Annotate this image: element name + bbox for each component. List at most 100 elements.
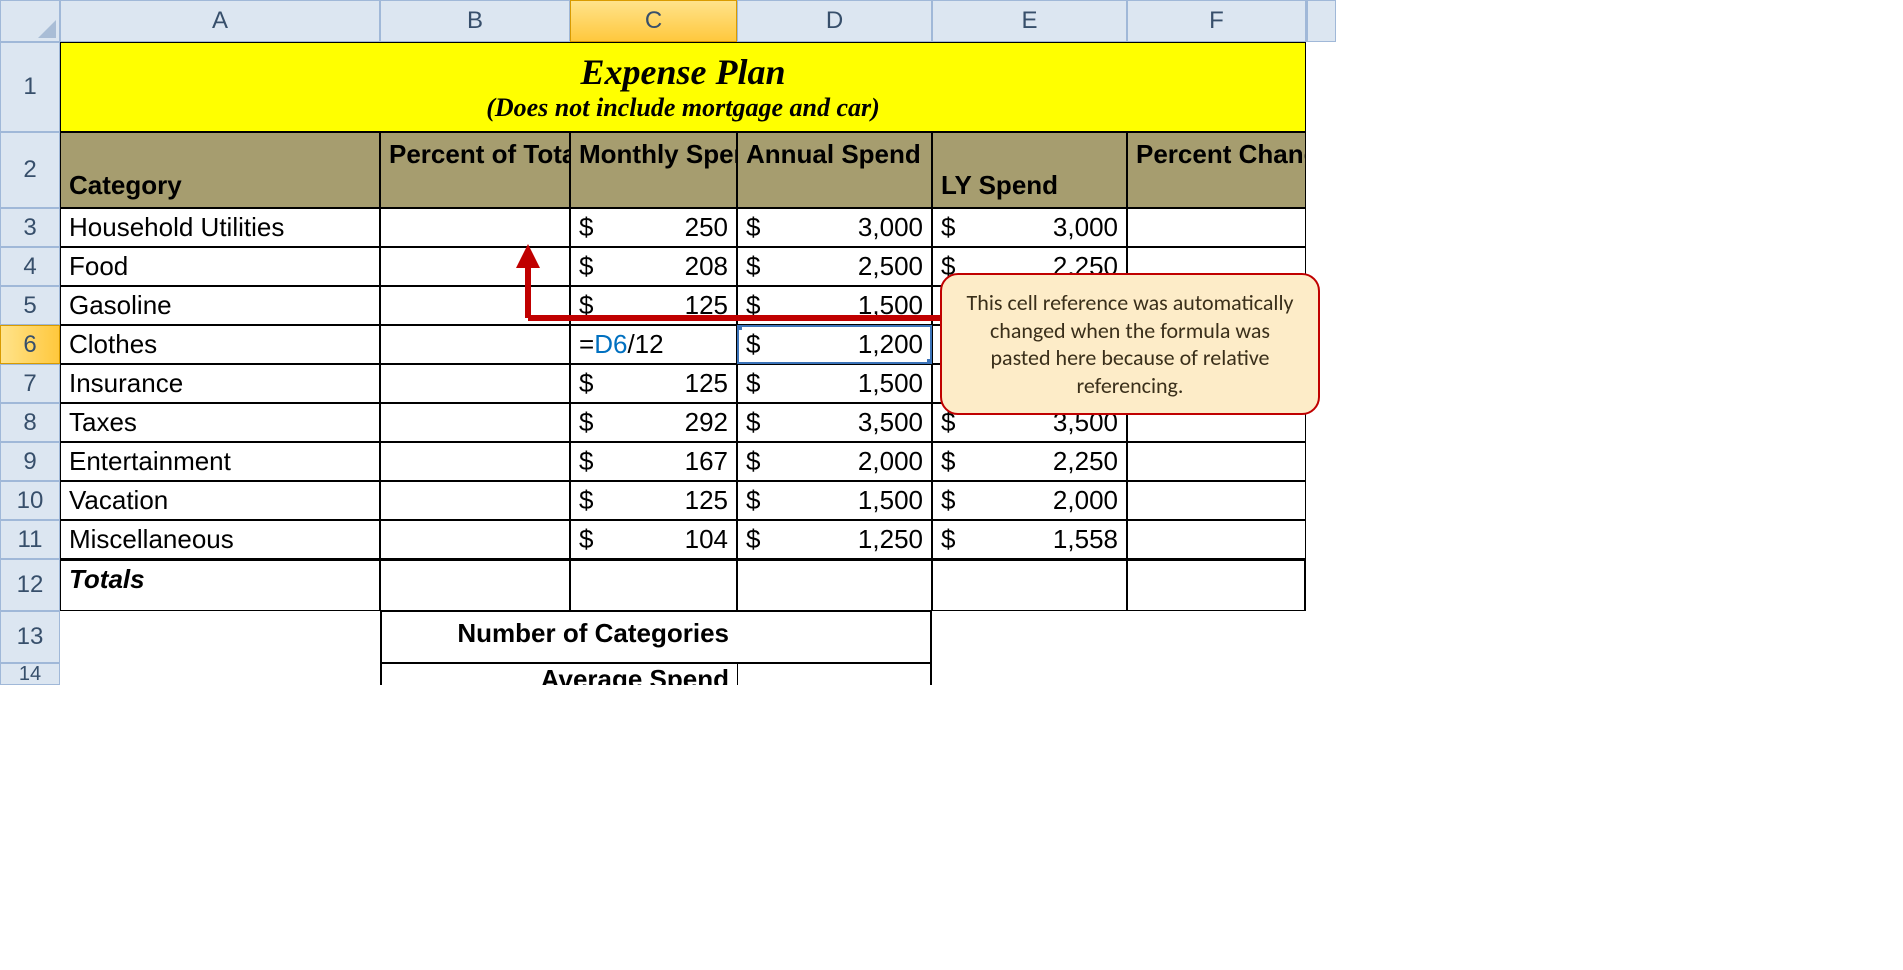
cell-e13[interactable] (932, 611, 1127, 663)
cell-d4[interactable]: $2,500 (737, 247, 932, 286)
row-header-6[interactable]: 6 (0, 325, 60, 364)
cell-c10[interactable]: $125 (570, 481, 737, 520)
row-header-3[interactable]: 3 (0, 208, 60, 247)
cell-d5[interactable]: $1,500 (737, 286, 932, 325)
row-header-14[interactable]: 14 (0, 663, 60, 685)
cell-c4[interactable]: $208 (570, 247, 737, 286)
header-annual[interactable]: Annual Spend (737, 132, 932, 208)
cell-a10[interactable]: Vacation (60, 481, 380, 520)
cell-a11[interactable]: Miscellaneous (60, 520, 380, 559)
cell-g12[interactable] (1306, 559, 1336, 611)
row-header-1[interactable]: 1 (0, 42, 60, 132)
cell-b6[interactable] (380, 325, 570, 364)
cell-f11[interactable] (1127, 520, 1306, 559)
cell-d8[interactable]: $3,500 (737, 403, 932, 442)
cell-g13[interactable] (1306, 611, 1336, 663)
cell-g9[interactable] (1306, 442, 1336, 481)
cell-c11[interactable]: $104 (570, 520, 737, 559)
cell-f3[interactable] (1127, 208, 1306, 247)
header-monthly[interactable]: Monthly Spend (570, 132, 737, 208)
cell-c8[interactable]: $292 (570, 403, 737, 442)
row-header-13[interactable]: 13 (0, 611, 60, 663)
row-header-2[interactable]: 2 (0, 132, 60, 208)
row-header-9[interactable]: 9 (0, 442, 60, 481)
cell-e3[interactable]: $3,000 (932, 208, 1127, 247)
cell-b3[interactable] (380, 208, 570, 247)
col-header-c[interactable]: C (570, 0, 737, 42)
col-header-f[interactable]: F (1127, 0, 1306, 42)
summary-num-categories[interactable]: Number of Categories (380, 611, 737, 663)
cell-d6[interactable]: $1,200 (737, 325, 932, 364)
cell-a13[interactable] (60, 611, 380, 663)
cell-b4[interactable] (380, 247, 570, 286)
title-cell[interactable]: Expense Plan (Does not include mortgage … (60, 42, 1306, 132)
cell-d3[interactable]: $3,000 (737, 208, 932, 247)
cell-c6[interactable]: =D6/12 (570, 325, 737, 364)
cell-a5[interactable]: Gasoline (60, 286, 380, 325)
cell-b8[interactable] (380, 403, 570, 442)
cell-d14[interactable] (737, 663, 932, 685)
col-header-b[interactable]: B (380, 0, 570, 42)
cell-g2[interactable] (1306, 132, 1336, 208)
summary-avg-spend[interactable]: Average Spend (380, 663, 737, 685)
cell-d10[interactable]: $1,500 (737, 481, 932, 520)
cell-g1[interactable] (1306, 42, 1336, 132)
cell-a6[interactable]: Clothes (60, 325, 380, 364)
header-percent-change[interactable]: Percent Change (1127, 132, 1306, 208)
cell-g14[interactable] (1306, 663, 1336, 685)
cell-a3[interactable]: Household Utilities (60, 208, 380, 247)
col-header-g[interactable] (1306, 0, 1336, 42)
cell-c5[interactable]: $125 (570, 286, 737, 325)
cell-f9[interactable] (1127, 442, 1306, 481)
cell-f14[interactable] (1127, 663, 1306, 685)
cell-b11[interactable] (380, 520, 570, 559)
cell-f13[interactable] (1127, 611, 1306, 663)
cell-e10[interactable]: $2,000 (932, 481, 1127, 520)
cell-d7[interactable]: $1,500 (737, 364, 932, 403)
row-header-4[interactable]: 4 (0, 247, 60, 286)
cell-e11[interactable]: $1,558 (932, 520, 1127, 559)
header-percent-total[interactable]: Percent of Total (380, 132, 570, 208)
header-ly[interactable]: LY Spend (932, 132, 1127, 208)
row-header-5[interactable]: 5 (0, 286, 60, 325)
cell-b12[interactable] (380, 559, 570, 611)
cell-a4[interactable]: Food (60, 247, 380, 286)
cell-a7[interactable]: Insurance (60, 364, 380, 403)
cell-c3[interactable]: $250 (570, 208, 737, 247)
formula-reference: D6 (594, 329, 627, 359)
cell-c12[interactable] (570, 559, 737, 611)
cell-a8[interactable]: Taxes (60, 403, 380, 442)
cell-b5[interactable] (380, 286, 570, 325)
row-header-12[interactable]: 12 (0, 559, 60, 611)
cell-e12[interactable] (932, 559, 1127, 611)
cell-b9[interactable] (380, 442, 570, 481)
row-header-11[interactable]: 11 (0, 520, 60, 559)
cell-g3[interactable] (1306, 208, 1336, 247)
col-header-d[interactable]: D (737, 0, 932, 42)
cell-c9[interactable]: $167 (570, 442, 737, 481)
cell-g11[interactable] (1306, 520, 1336, 559)
cell-g10[interactable] (1306, 481, 1336, 520)
col-header-e[interactable]: E (932, 0, 1127, 42)
annotation-callout: This cell reference was automatically ch… (940, 273, 1320, 415)
cell-e9[interactable]: $2,250 (932, 442, 1127, 481)
select-all-corner[interactable] (0, 0, 60, 42)
cell-a9[interactable]: Entertainment (60, 442, 380, 481)
header-category[interactable]: Category (60, 132, 380, 208)
cell-a12[interactable]: Totals (60, 559, 380, 611)
cell-c7[interactable]: $125 (570, 364, 737, 403)
row-header-10[interactable]: 10 (0, 481, 60, 520)
cell-f10[interactable] (1127, 481, 1306, 520)
col-header-a[interactable]: A (60, 0, 380, 42)
cell-d13[interactable] (737, 611, 932, 663)
row-header-7[interactable]: 7 (0, 364, 60, 403)
cell-e14[interactable] (932, 663, 1127, 685)
cell-d9[interactable]: $2,000 (737, 442, 932, 481)
cell-d12[interactable] (737, 559, 932, 611)
row-header-8[interactable]: 8 (0, 403, 60, 442)
cell-a14[interactable] (60, 663, 380, 685)
cell-f12[interactable] (1127, 559, 1306, 611)
cell-b7[interactable] (380, 364, 570, 403)
cell-d11[interactable]: $1,250 (737, 520, 932, 559)
cell-b10[interactable] (380, 481, 570, 520)
